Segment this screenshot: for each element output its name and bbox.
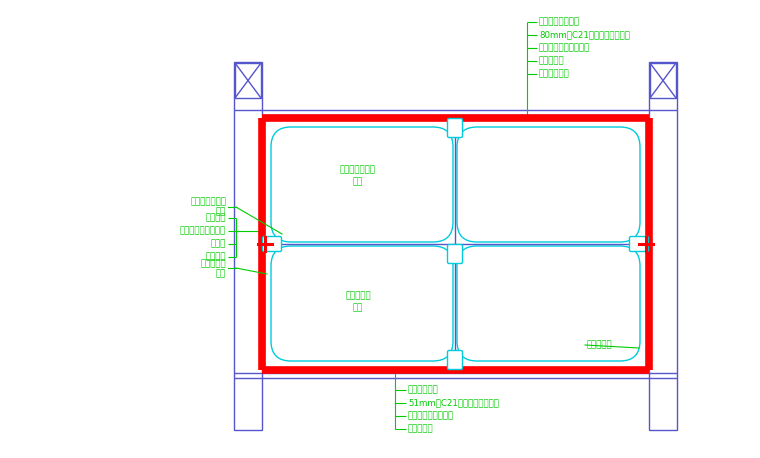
- FancyBboxPatch shape: [448, 350, 463, 370]
- Text: 混凝土垃层: 混凝土垃层: [408, 425, 434, 434]
- FancyBboxPatch shape: [262, 236, 281, 251]
- FancyBboxPatch shape: [457, 127, 640, 242]
- Text: 结构侧墙: 结构侧墙: [205, 213, 226, 223]
- Text: 80mm厚C21细石混凝土保护层: 80mm厚C21细石混凝土保护层: [539, 31, 630, 39]
- Text: 素土分层回填密实: 素土分层回填密实: [539, 17, 580, 27]
- Text: 51mm厚C21细石混凝土保护层: 51mm厚C21细石混凝土保护层: [408, 398, 499, 408]
- FancyBboxPatch shape: [629, 236, 648, 251]
- Bar: [234, 62, 262, 430]
- Text: 涂币防水卷材防水层: 涂币防水卷材防水层: [408, 411, 454, 420]
- Text: 涂料防水层: 涂料防水层: [539, 56, 565, 65]
- Text: 主体结构底板: 主体结构底板: [408, 386, 439, 394]
- Text: 保护结构: 保护结构: [205, 252, 226, 262]
- Bar: [235, 63, 261, 98]
- FancyBboxPatch shape: [271, 246, 453, 361]
- Text: 涂币防水卷材防水层: 涂币防水卷材防水层: [180, 227, 226, 235]
- Text: 锟计钉板止水带
之间: 锟计钉板止水带 之间: [340, 166, 376, 186]
- Text: 之间: 之间: [216, 269, 226, 278]
- Bar: [650, 63, 676, 98]
- Text: 主体结构详层: 主体结构详层: [539, 70, 570, 78]
- FancyBboxPatch shape: [457, 246, 640, 361]
- Text: 隔离层（耻手系单层）: 隔离层（耻手系单层）: [539, 44, 591, 53]
- Text: 找平层: 找平层: [211, 240, 226, 249]
- Text: 纵向施工缝: 纵向施工缝: [587, 340, 613, 349]
- Text: 纵向施工缝
之间: 纵向施工缝 之间: [345, 292, 371, 312]
- FancyBboxPatch shape: [271, 127, 453, 242]
- Text: 纵向施工缝: 纵向施工缝: [201, 260, 226, 268]
- FancyBboxPatch shape: [448, 245, 463, 263]
- FancyBboxPatch shape: [448, 119, 463, 137]
- Text: 之间: 之间: [216, 207, 226, 217]
- Bar: [649, 62, 677, 430]
- Text: 锟计钉板止水带: 锟计钉板止水带: [190, 197, 226, 207]
